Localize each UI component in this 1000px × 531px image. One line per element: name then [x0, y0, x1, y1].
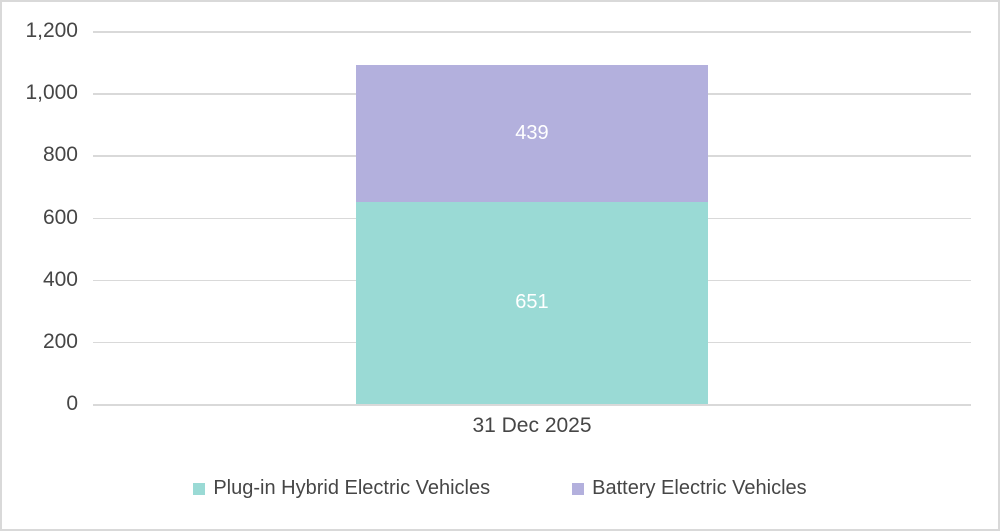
y-axis-tick-label: 800	[42, 143, 78, 167]
legend-label: Plug-in Hybrid Electric Vehicles	[213, 477, 491, 499]
legend-item: Battery Electric Vehicles	[572, 477, 807, 500]
stacked-bar: 439 651	[356, 65, 708, 404]
y-axis-tick-label: 1,000	[25, 81, 78, 105]
gridline	[93, 31, 971, 33]
legend-swatch	[193, 482, 206, 495]
y-axis-tick-label: 200	[42, 329, 78, 353]
bar-segment: 651	[356, 201, 708, 404]
legend-label: Battery Electric Vehicles	[592, 477, 807, 499]
bar-value-label: 439	[515, 121, 549, 144]
legend-item: Plug-in Hybrid Electric Vehicles	[193, 477, 490, 500]
bar-value-label: 651	[515, 291, 549, 314]
y-axis-tick-label: 600	[42, 205, 78, 229]
y-axis-tick-label: 400	[42, 267, 78, 291]
legend: Plug-in Hybrid Electric Vehicles Battery …	[2, 477, 998, 500]
x-axis-category-label: 31 Dec 2025	[472, 414, 592, 437]
y-axis-tick-label: 1,200	[25, 19, 78, 42]
plot-area: 439 651	[93, 31, 971, 406]
gridline	[93, 404, 971, 406]
y-axis-tick-label: 0	[66, 392, 78, 415]
bar-segment: 439	[356, 65, 708, 202]
legend-swatch	[572, 482, 585, 495]
